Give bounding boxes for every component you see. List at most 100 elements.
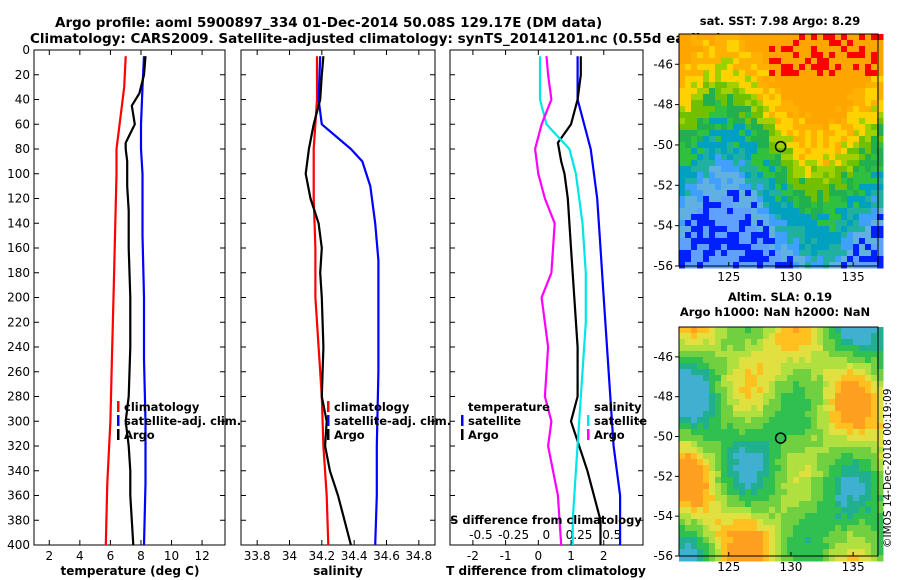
- map-cell: [739, 381, 746, 388]
- map-cell: [811, 453, 818, 460]
- map-cell: [847, 357, 854, 364]
- map-cell: [685, 100, 692, 107]
- map-cell: [835, 172, 842, 179]
- map-cell: [817, 142, 824, 149]
- map-cell: [865, 40, 872, 47]
- map-cell: [781, 82, 788, 89]
- map-cell: [841, 70, 848, 77]
- map-cell: [847, 238, 854, 245]
- map-cell: [805, 525, 812, 532]
- map-cell: [763, 178, 770, 185]
- map-cell: [739, 537, 746, 544]
- map-cell: [817, 375, 824, 382]
- map-cell: [877, 363, 884, 370]
- map-cell: [787, 172, 794, 179]
- map-cell: [793, 82, 800, 89]
- map-cell: [697, 208, 704, 215]
- map-cell: [703, 232, 710, 239]
- map-cell: [799, 214, 806, 221]
- map-cell: [799, 357, 806, 364]
- map-cell: [715, 40, 722, 47]
- map-cell: [745, 363, 752, 370]
- map-cell: [691, 549, 698, 556]
- map-cell: [763, 70, 770, 77]
- map-cell: [715, 369, 722, 376]
- map-cell: [793, 220, 800, 227]
- map-cell: [739, 124, 746, 131]
- map-cell: [679, 184, 686, 191]
- map-cell: [733, 178, 740, 185]
- map-cell: [685, 525, 692, 532]
- map-cell: [835, 483, 842, 490]
- map-cell: [775, 76, 782, 83]
- map-cell: [685, 142, 692, 149]
- map-cell: [679, 100, 686, 107]
- map-cell: [727, 70, 734, 77]
- map-cell: [739, 172, 746, 179]
- map-cell: [775, 387, 782, 394]
- map-cell: [709, 327, 716, 334]
- map-cell: [805, 46, 812, 53]
- map-cell: [685, 387, 692, 394]
- map-cell: [685, 369, 692, 376]
- map-cell: [829, 345, 836, 352]
- map-cell: [823, 82, 830, 89]
- map-cell: [787, 411, 794, 418]
- map-cell: [691, 453, 698, 460]
- map-cell: [853, 465, 860, 472]
- map-cell: [853, 357, 860, 364]
- y-tick-label: -48: [653, 390, 673, 404]
- map-cell: [847, 124, 854, 131]
- map-cell: [697, 435, 704, 442]
- map-cell: [709, 483, 716, 490]
- map-cell: [775, 537, 782, 544]
- map-cell: [739, 208, 746, 215]
- map-cell: [763, 100, 770, 107]
- map-cell: [727, 483, 734, 490]
- map-cell: [835, 196, 842, 203]
- map-cell: [709, 357, 716, 364]
- map-cell: [745, 130, 752, 137]
- map-cell: [679, 513, 686, 520]
- map-cell: [679, 172, 686, 179]
- map-cell: [715, 393, 722, 400]
- map-cell: [781, 52, 788, 59]
- map-cell: [793, 501, 800, 508]
- map-cell: [745, 543, 752, 550]
- map-cell: [697, 345, 704, 352]
- map-cell: [871, 339, 878, 346]
- map-cell: [733, 519, 740, 526]
- map-cell: [709, 513, 716, 520]
- map-cell: [823, 495, 830, 502]
- map-cell: [805, 363, 812, 370]
- map-cell: [859, 519, 866, 526]
- map-cell: [811, 214, 818, 221]
- map-cell: [823, 34, 830, 41]
- map-cell: [685, 327, 692, 334]
- map-cell: [733, 40, 740, 47]
- map-cell: [805, 106, 812, 113]
- map-cell: [817, 489, 824, 496]
- map-cell: [799, 333, 806, 340]
- map-cell: [811, 58, 818, 65]
- map-cell: [721, 220, 728, 227]
- map-cell: [835, 477, 842, 484]
- map-cell: [721, 52, 728, 59]
- map-cell: [817, 88, 824, 95]
- y-tick-label: 400: [7, 538, 30, 552]
- map-cell: [769, 46, 776, 53]
- map-cell: [679, 333, 686, 340]
- map-cell: [835, 226, 842, 233]
- map-cell: [871, 190, 878, 197]
- map-cell: [715, 82, 722, 89]
- map-cell: [751, 411, 758, 418]
- map-cell: [853, 441, 860, 448]
- map-cell: [793, 166, 800, 173]
- map-cell: [841, 214, 848, 221]
- map-cell: [763, 453, 770, 460]
- map-cell: [703, 130, 710, 137]
- map-cell: [877, 471, 884, 478]
- map-cell: [793, 112, 800, 119]
- map-cell: [739, 399, 746, 406]
